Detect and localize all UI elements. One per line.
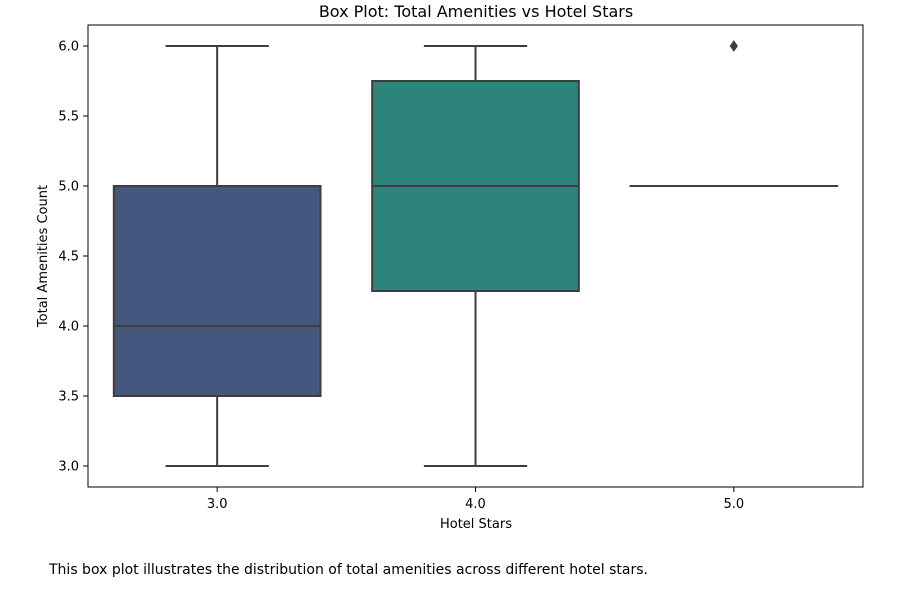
box-group-3-0 <box>112 45 322 467</box>
y-tick-label: 4.0 <box>58 320 79 335</box>
box-group-4-0 <box>371 45 580 467</box>
chart-title: Box Plot: Total Amenities vs Hotel Stars <box>319 2 633 21</box>
y-tick-label: 5.0 <box>58 180 79 195</box>
y-axis-label: Total Amenities Count <box>36 185 51 328</box>
y-tick-label: 5.5 <box>58 110 79 125</box>
x-tick-label: 5.0 <box>723 497 744 512</box>
x-tick-label: 4.0 <box>465 497 486 512</box>
x-axis-label: Hotel Stars <box>440 517 512 532</box>
y-tick-label: 4.5 <box>58 250 79 265</box>
outlier-point <box>729 40 738 52</box>
chart-caption: This box plot illustrates the distributi… <box>49 562 648 578</box>
y-tick-label: 3.5 <box>58 390 79 405</box>
box-body <box>112 185 322 397</box>
y-tick-label: 3.0 <box>58 460 79 475</box>
x-tick-label: 3.0 <box>207 497 228 512</box>
y-tick-label: 6.0 <box>58 40 79 55</box>
box-group-5-0 <box>629 40 839 188</box>
